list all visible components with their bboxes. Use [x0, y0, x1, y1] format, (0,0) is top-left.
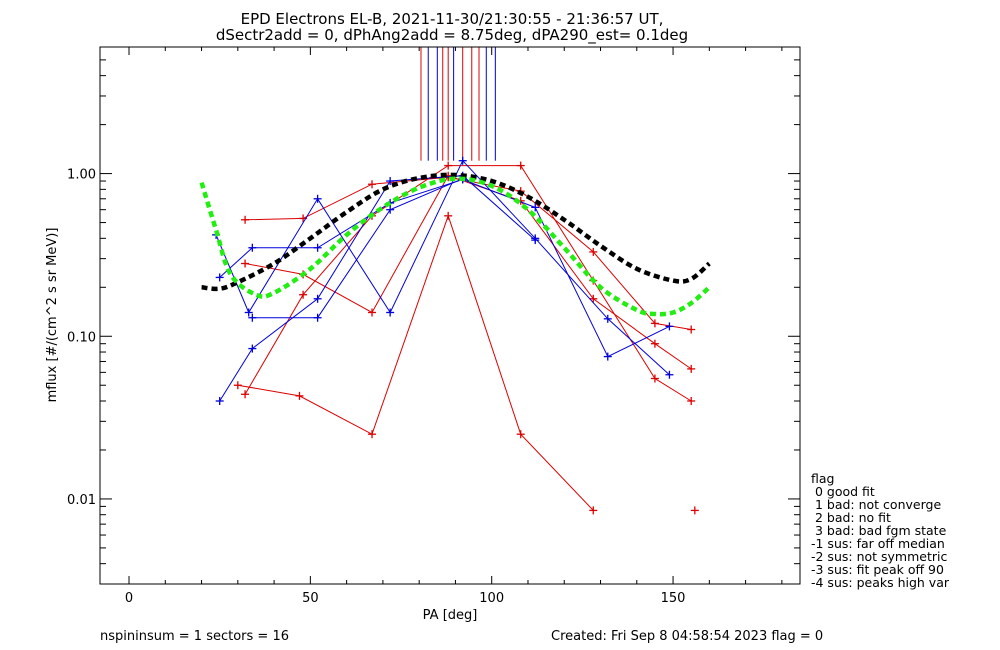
series-red: [690, 506, 699, 515]
y-tick-label: 0.10: [67, 330, 96, 345]
series-line: [252, 178, 463, 319]
series-red: [241, 161, 696, 405]
data-point-plus: [603, 352, 612, 361]
footer-left: nspininsum = 1 sectors = 16: [100, 629, 289, 644]
data-point-plus: [531, 236, 540, 245]
data-point-plus: [386, 177, 395, 186]
data-point-plus: [215, 273, 224, 282]
series-blue: [215, 171, 540, 405]
data-point-plus: [687, 325, 696, 334]
fit-curve-green: [199, 176, 711, 317]
legend-line: 3 bad: bad fgm state: [811, 523, 947, 538]
data-point-plus: [650, 319, 659, 328]
data-point-plus: [665, 370, 674, 379]
series-line: [215, 159, 670, 376]
plot-area: [199, 47, 711, 515]
data-point-plus: [244, 308, 253, 317]
data-point-plus: [386, 205, 395, 214]
plot-frame: [99, 46, 801, 585]
series-line: [244, 165, 692, 402]
x-tick-label: 100: [479, 591, 504, 606]
footer-right: Created: Fri Sep 8 04:58:54 2023 flag = …: [551, 629, 823, 644]
y-tick-label: 0.01: [67, 493, 96, 508]
data-point-plus: [687, 364, 696, 373]
data-point-plus: [531, 203, 540, 212]
series-line: [245, 175, 692, 370]
x-tick-label: 50: [302, 591, 319, 606]
data-point-plus: [650, 374, 659, 383]
data-series: [212, 156, 699, 515]
data-point-plus: [368, 430, 377, 439]
legend-line: 2 bad: no fit: [811, 510, 891, 525]
data-point-plus: [444, 211, 453, 220]
data-point-plus: [241, 215, 250, 224]
data-point-plus: [248, 313, 257, 322]
data-point-plus: [299, 290, 308, 299]
legend-line: flag: [811, 471, 834, 486]
series-line: [237, 214, 594, 511]
series-line: [219, 175, 536, 402]
y-tick-label: 1.00: [67, 168, 96, 183]
data-point-plus: [589, 294, 598, 303]
data-point-plus: [386, 308, 395, 317]
fit-curve-black: [201, 172, 711, 292]
data-point-plus: [313, 313, 322, 322]
data-point-plus: [313, 243, 322, 252]
data-point-plus: [248, 344, 257, 353]
series-line: [245, 176, 692, 330]
x-tick-label: 0: [125, 591, 133, 606]
fit-curves: [199, 172, 711, 317]
data-point-plus: [589, 506, 598, 515]
data-point-plus: [241, 390, 250, 399]
legend-line: -3 sus: fit peak off 90: [811, 562, 944, 577]
data-point-plus: [690, 506, 699, 515]
data-point-plus: [248, 243, 257, 252]
data-point-plus: [603, 314, 612, 323]
data-point-plus: [589, 247, 598, 256]
data-point-plus: [650, 339, 659, 348]
series-red: [241, 171, 696, 373]
legend-line: 1 bad: not converge: [811, 497, 941, 512]
data-point-plus: [241, 259, 250, 268]
axes: 0 50 100 150 0.01 0.10 1.00: [67, 46, 800, 606]
chart-title-line1: EPD Electrons EL-B, 2021-11-30/21:30:55 …: [241, 10, 664, 28]
legend-line: -2 sus: not symmetric: [811, 549, 947, 564]
series-blue: [215, 175, 674, 361]
x-tick-label: 150: [661, 591, 686, 606]
series-red: [233, 211, 598, 515]
flag-legend: flag 0 good fit 1 bad: not converge 2 ba…: [811, 471, 950, 590]
series-red: [241, 173, 696, 334]
data-point-plus: [665, 322, 674, 331]
data-point-plus: [687, 396, 696, 405]
data-point-plus: [516, 161, 525, 170]
data-point-plus: [444, 161, 453, 170]
data-point-plus: [215, 396, 224, 405]
legend-line: -1 sus: far off median: [811, 536, 945, 551]
data-point-plus: [516, 430, 525, 439]
data-point-plus: [233, 381, 242, 390]
y-axis-label: mflux [#/(cm^2 s sr MeV)]: [45, 228, 60, 403]
data-point-plus: [458, 156, 467, 165]
legend-line: -4 sus: peaks high var: [811, 575, 950, 590]
data-point-plus: [313, 194, 322, 203]
data-point-plus: [368, 308, 377, 317]
series-line: [219, 178, 670, 358]
x-axis-label: PA [deg]: [423, 608, 478, 623]
series-blue: [212, 156, 674, 379]
legend-line: 0 good fit: [811, 484, 875, 499]
data-point-plus: [313, 294, 322, 303]
data-point-plus: [368, 180, 377, 189]
chart-title-line2: dSectr2add = 0, dPhAng2add = 8.75deg, dP…: [216, 26, 688, 45]
vertical-markers: [420, 47, 496, 161]
data-point-plus: [295, 391, 304, 400]
